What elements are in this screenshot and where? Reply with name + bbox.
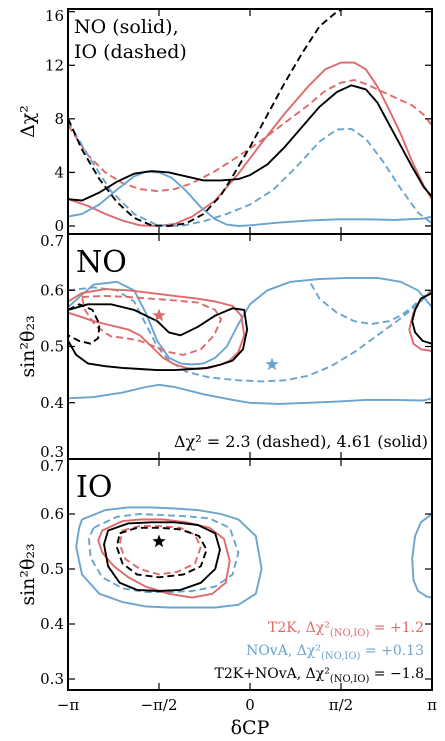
xtick-label: π/2 <box>329 696 353 714</box>
legend-delta: Δχ² <box>306 666 330 682</box>
series-nova-solid-0 <box>75 506 263 609</box>
ytick-label: 16 <box>45 7 64 25</box>
ytick-label: 0.5 <box>40 560 64 578</box>
legend-label: T2K+NOvA, <box>215 666 306 682</box>
legend-entry-nova: NOvA, Δχ²(NO,IO) = +0.13 <box>246 643 424 662</box>
ytick-label: 0.7 <box>40 232 64 250</box>
panel-bottom-curves <box>75 506 432 609</box>
ytick-label: 0.3 <box>40 670 64 688</box>
legend-sub: (NO,IO) <box>330 628 370 639</box>
legend-label: T2K, <box>268 620 306 636</box>
panel-middle-curves <box>68 276 432 405</box>
xtick-label: π <box>427 696 437 714</box>
panel-title: IO <box>76 470 112 505</box>
legend-value: = +0.13 <box>360 643 424 659</box>
series-nova-solid-1 <box>68 276 432 366</box>
series-t2k-solid-3 <box>97 518 231 599</box>
ytick-label: 8 <box>54 110 64 128</box>
y-axis-label: Δχ² <box>17 105 39 138</box>
ytick-label: 0.5 <box>40 338 64 356</box>
ordering-note: NO (solid), <box>74 16 179 38</box>
legend-delta: Δχ² <box>306 620 330 636</box>
ytick-label: 0 <box>54 217 64 235</box>
legend-sub: (NO,IO) <box>321 651 361 662</box>
y-axis-label: sin²θ₂₃ <box>17 315 39 377</box>
x-axis-label: δCP <box>231 717 270 739</box>
series-nova-solid-2 <box>411 513 432 599</box>
ytick-label: 0.6 <box>40 281 64 299</box>
y-axis-label: sin²θ₂₃ <box>17 543 39 605</box>
star-marker-nova <box>265 357 279 371</box>
series-t2k-dashed-1 <box>68 79 432 193</box>
legend-label: NOvA, <box>246 643 297 659</box>
legend-entry-t2k: T2K, Δχ²(NO,IO) = +1.2 <box>268 620 424 639</box>
star-marker-combined <box>152 534 166 548</box>
ordering-note: IO (dashed) <box>74 41 187 63</box>
legend-value: = +1.2 <box>369 620 424 636</box>
series-nova-dashed-2 <box>68 286 432 383</box>
series-t2k-dashed-6 <box>81 294 222 356</box>
series-combined-solid-4 <box>68 84 432 202</box>
ytick-label: 0.4 <box>40 615 64 633</box>
legend-value: = −1.8 <box>369 666 424 682</box>
star-marker-t2k <box>152 308 166 322</box>
legend-sub: (NO,IO) <box>330 674 370 685</box>
ytick-label: 0.7 <box>40 457 64 475</box>
series-nova-dashed-3 <box>309 283 432 325</box>
ytick-label: 0.3 <box>40 443 64 461</box>
series-nova-solid-2 <box>68 170 432 227</box>
xtick-label: −π/2 <box>140 696 177 714</box>
legend-delta: Δχ² <box>297 643 321 659</box>
ytick-label: 0.4 <box>40 394 64 412</box>
series-combined-solid-7 <box>68 303 249 372</box>
panel-title: NO <box>76 245 127 280</box>
series-combined-dashed-8 <box>68 303 101 345</box>
series-combined-solid-5 <box>103 521 221 592</box>
series-t2k-dashed-4 <box>118 525 202 576</box>
series-nova-dashed-3 <box>68 121 432 227</box>
series-t2k-solid-0 <box>68 61 432 227</box>
xtick-label: 0 <box>245 696 255 714</box>
xtick-label: −π <box>57 696 80 714</box>
series-combined-solid-9 <box>411 292 432 345</box>
legend-entry-combined: T2K+NOvA, Δχ²(NO,IO) = −1.8 <box>215 666 424 685</box>
series-nova-dashed-1 <box>87 513 240 594</box>
series-nova-solid-0 <box>68 383 432 405</box>
panel-top-curves <box>68 9 432 227</box>
series-combined-dashed-6 <box>115 526 208 579</box>
ytick-label: 4 <box>54 163 64 181</box>
ytick-label: 0.6 <box>40 505 64 523</box>
contour-level-note: Δχ² = 2.3 (dashed), 4.61 (solid) <box>174 432 428 451</box>
ytick-label: 12 <box>45 56 64 74</box>
